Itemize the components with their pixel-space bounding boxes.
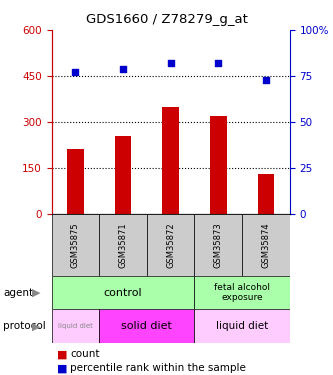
Text: GDS1660 / Z78279_g_at: GDS1660 / Z78279_g_at bbox=[86, 13, 247, 26]
Bar bbox=[242, 214, 290, 276]
Bar bbox=[52, 309, 99, 343]
Bar bbox=[115, 136, 132, 214]
Bar bbox=[67, 149, 84, 214]
Text: ▶: ▶ bbox=[32, 321, 41, 331]
Text: agent: agent bbox=[3, 288, 33, 297]
Bar bbox=[194, 276, 290, 309]
Bar bbox=[52, 214, 99, 276]
Point bbox=[121, 66, 126, 72]
Text: protocol: protocol bbox=[3, 321, 46, 331]
Text: liquid diet: liquid diet bbox=[216, 321, 268, 331]
Text: GSM35872: GSM35872 bbox=[166, 222, 175, 267]
Bar bbox=[257, 174, 274, 214]
Bar bbox=[99, 309, 194, 343]
Bar bbox=[194, 309, 290, 343]
Text: GSM35874: GSM35874 bbox=[261, 222, 270, 267]
Bar bbox=[99, 214, 147, 276]
Point bbox=[216, 60, 221, 66]
Text: liquid diet: liquid diet bbox=[58, 323, 93, 329]
Text: ▶: ▶ bbox=[32, 288, 41, 297]
Text: control: control bbox=[104, 288, 142, 297]
Bar bbox=[52, 276, 194, 309]
Text: fetal alcohol
exposure: fetal alcohol exposure bbox=[214, 283, 270, 302]
Text: count: count bbox=[70, 350, 100, 359]
Text: percentile rank within the sample: percentile rank within the sample bbox=[70, 363, 246, 373]
Bar bbox=[194, 214, 242, 276]
Text: ■: ■ bbox=[57, 350, 67, 359]
Text: solid diet: solid diet bbox=[122, 321, 172, 331]
Text: GSM35873: GSM35873 bbox=[214, 222, 223, 268]
Point bbox=[73, 69, 78, 75]
Point bbox=[168, 60, 173, 66]
Text: GSM35871: GSM35871 bbox=[119, 222, 128, 267]
Bar bbox=[210, 116, 227, 214]
Text: GSM35875: GSM35875 bbox=[71, 222, 80, 267]
Point bbox=[263, 76, 268, 82]
Bar bbox=[162, 106, 179, 214]
Bar bbox=[147, 214, 194, 276]
Text: ■: ■ bbox=[57, 363, 67, 373]
